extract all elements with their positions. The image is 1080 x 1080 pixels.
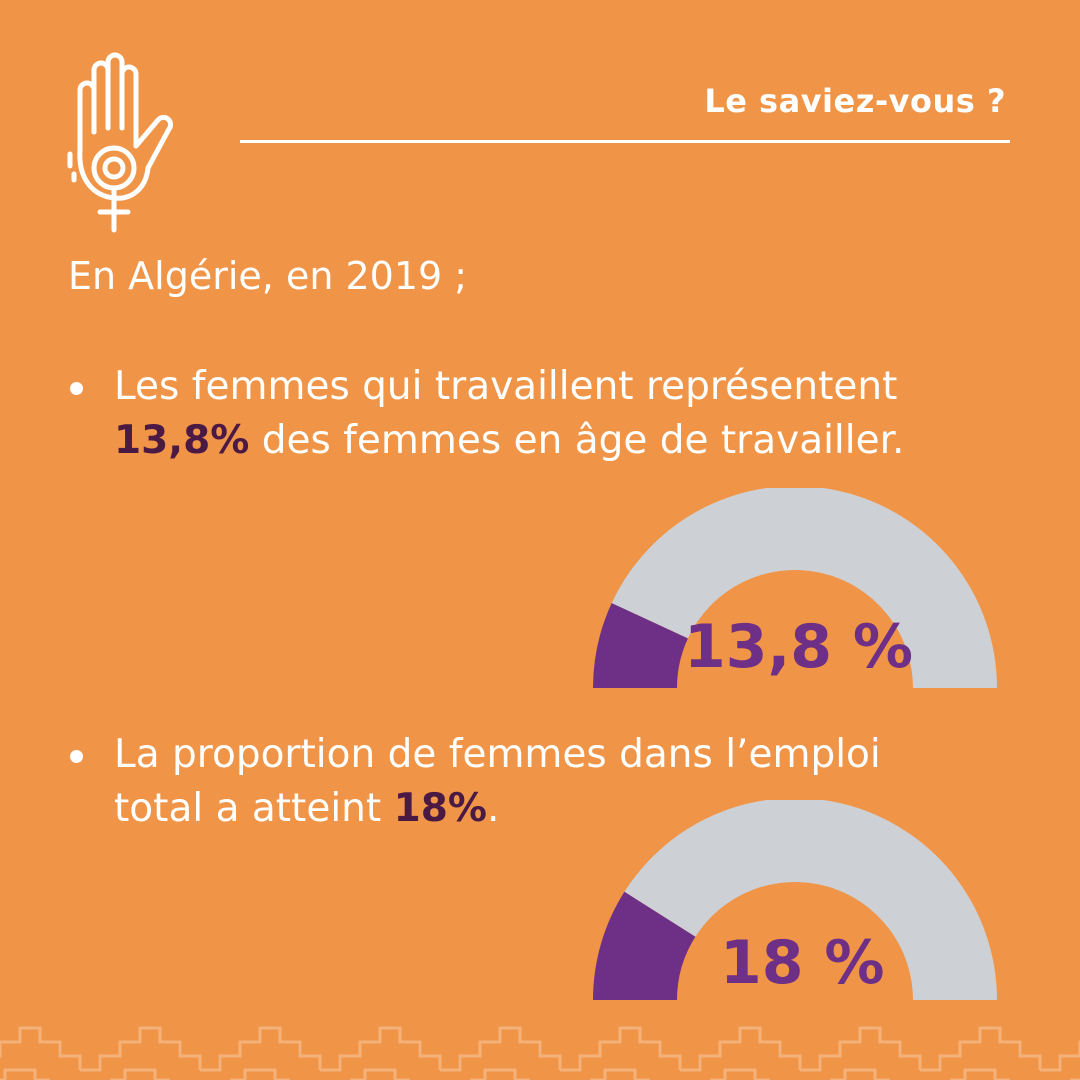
pattern-step (200, 1026, 322, 1072)
bullet-dot (70, 382, 83, 395)
gauge-chart-2 (593, 800, 997, 1000)
decorative-pattern (0, 1026, 1080, 1080)
pattern-step (350, 1068, 410, 1080)
fact-1: Les femmes qui travaillent représentent … (70, 360, 1030, 468)
fact-1-rest: des femmes en âge de travailler. (249, 418, 905, 463)
fact-1-line1: Les femmes qui travaillent représentent (114, 364, 898, 409)
pattern-step (920, 1026, 1042, 1072)
intro-text: En Algérie, en 2019 ; (68, 254, 468, 298)
pattern-step (230, 1068, 290, 1080)
fact-2: La proportion de femmes dans l’emploi to… (70, 728, 1030, 836)
pattern-step (950, 1068, 1010, 1080)
pattern-step (320, 1026, 442, 1072)
fact-2-highlight: 18% (393, 786, 487, 831)
gauge-2-track (624, 800, 997, 1000)
fact-2-prefix: total a atteint (114, 786, 394, 831)
pattern-step (680, 1026, 802, 1072)
raised-hand-female-symbol-icon (67, 52, 174, 233)
pattern-step (560, 1026, 682, 1072)
pattern-step (590, 1068, 650, 1080)
pattern-step (800, 1026, 922, 1072)
pattern-step (0, 1026, 82, 1070)
pattern-step (1070, 1078, 1080, 1080)
gauge-2-label: 18 % (720, 928, 885, 998)
pattern-step (110, 1068, 170, 1080)
gauge-1-label: 13,8 % (684, 612, 914, 682)
fact-2-line1: La proportion de femmes dans l’emploi (114, 732, 881, 777)
gauge-chart-1 (593, 488, 997, 688)
pattern-step (0, 1068, 50, 1080)
gauge-1-fill (593, 603, 688, 688)
gauge-2-fill (593, 891, 696, 1000)
pattern-step (1040, 1040, 1080, 1072)
fact-1-highlight: 13,8% (114, 418, 250, 463)
pattern-step (710, 1068, 770, 1080)
gauge-1-track (611, 488, 997, 688)
bullet-dot (70, 750, 83, 763)
pattern-step (440, 1026, 562, 1072)
header-divider (240, 140, 1010, 143)
pattern-step (830, 1068, 890, 1080)
pattern-step (470, 1068, 530, 1080)
header-title: Le saviez-vous ? (704, 82, 1006, 120)
pattern-step (80, 1026, 202, 1072)
fact-2-suffix: . (486, 786, 500, 831)
